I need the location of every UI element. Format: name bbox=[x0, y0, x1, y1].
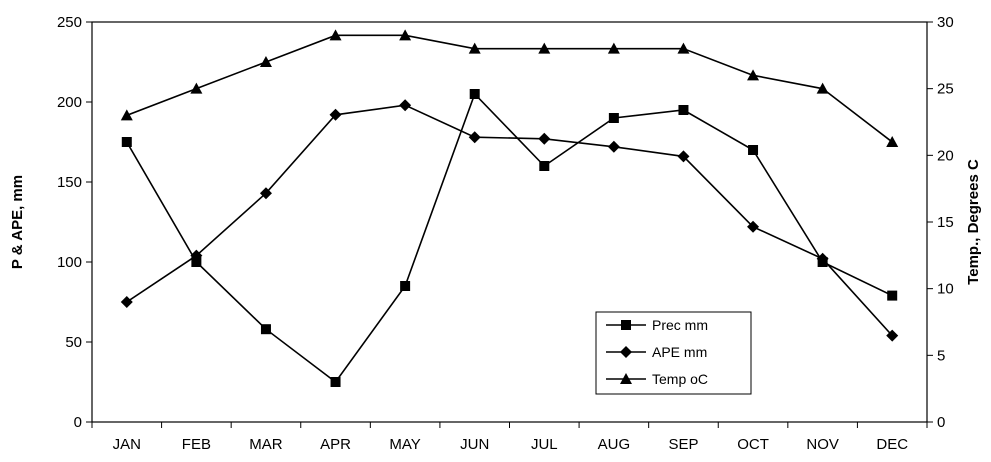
x-tick-label-sep: SEP bbox=[668, 436, 698, 453]
series-2-point-10 bbox=[816, 82, 829, 94]
y2-tick-label-5: 25 bbox=[937, 81, 954, 98]
x-tick-label-feb: FEB bbox=[182, 436, 211, 453]
marks-layer: 0 50 100 150 200 250 0 5 10 15 20 25 30 JAN FEB MAR APR M… bbox=[57, 14, 954, 453]
legend-label-2: Temp oC bbox=[652, 371, 708, 387]
y-tick-label-3: 150 bbox=[57, 174, 82, 191]
series-0-point-5 bbox=[469, 89, 480, 99]
series-1-point-8 bbox=[677, 150, 690, 163]
x-tick-label-mar: MAR bbox=[249, 436, 283, 453]
x-tick-label-jan: JAN bbox=[113, 436, 141, 453]
series-2-point-9 bbox=[747, 69, 760, 81]
series-2-point-11 bbox=[886, 136, 899, 147]
y2-tick-label-6: 30 bbox=[937, 14, 954, 31]
series-2-point-8 bbox=[677, 42, 690, 54]
y2-tick-label-0: 0 bbox=[937, 414, 945, 431]
series-0-point-11 bbox=[887, 290, 898, 301]
series-1-point-5 bbox=[468, 131, 481, 144]
plot-area-frame bbox=[91, 21, 928, 423]
series-0-point-4 bbox=[400, 281, 411, 291]
series-0-point-6 bbox=[539, 161, 550, 171]
series-line-2 bbox=[126, 34, 893, 143]
series-1-point-0 bbox=[120, 296, 133, 308]
series-line-0 bbox=[126, 92, 893, 384]
y-tick-label-4: 200 bbox=[57, 94, 82, 111]
series-1-point-3 bbox=[329, 108, 342, 121]
series-0-point-7 bbox=[608, 113, 619, 123]
y2-tick-label-1: 5 bbox=[937, 347, 945, 364]
series-0-point-0 bbox=[121, 137, 132, 147]
series-2-point-3 bbox=[329, 29, 342, 41]
series-2-point-2 bbox=[259, 56, 272, 67]
y-tick-label-1: 50 bbox=[65, 334, 82, 351]
series-1-point-6 bbox=[538, 132, 551, 145]
x-tick-label-nov: NOV bbox=[806, 436, 839, 453]
x-tick-label-dec: DEC bbox=[876, 436, 908, 453]
series-1-point-2 bbox=[259, 187, 272, 200]
series-1-point-7 bbox=[607, 140, 620, 153]
y2-axis-title: Temp., Degrees C bbox=[965, 159, 982, 285]
x-tick-label-jul: JUL bbox=[531, 436, 558, 453]
series-2-point-0 bbox=[120, 109, 133, 121]
y2-tick-label-3: 15 bbox=[937, 214, 954, 231]
series-2-point-5 bbox=[468, 42, 481, 54]
x-tick-label-jun: JUN bbox=[460, 436, 489, 453]
series-1-point-1 bbox=[190, 249, 203, 262]
series-0-point-8 bbox=[678, 105, 689, 115]
y-axis-title: P & APE, mm bbox=[9, 175, 26, 269]
series-2-point-7 bbox=[607, 42, 620, 54]
series-1-point-10 bbox=[816, 252, 829, 265]
y2-tick-label-4: 20 bbox=[937, 147, 954, 164]
x-tick-label-apr: APR bbox=[320, 436, 351, 453]
legend-label-0: Prec mm bbox=[652, 317, 708, 333]
series-1-point-9 bbox=[747, 220, 760, 233]
y-tick-label-2: 100 bbox=[57, 254, 82, 271]
y-tick-label-0: 0 bbox=[74, 414, 82, 431]
series-1-point-11 bbox=[886, 329, 899, 342]
legend-label-1: APE mm bbox=[652, 344, 707, 360]
x-tick-label-may: MAY bbox=[389, 436, 420, 453]
legend-marker-0 bbox=[621, 320, 631, 330]
x-tick-label-oct: OCT bbox=[737, 436, 769, 453]
series-0-point-3 bbox=[330, 377, 341, 387]
series-0-point-9 bbox=[748, 145, 759, 155]
y-tick-label-5: 250 bbox=[57, 14, 82, 31]
series-2-point-1 bbox=[190, 82, 203, 94]
legend-marker-1 bbox=[620, 346, 632, 358]
series-1-point-4 bbox=[399, 99, 412, 112]
series-0-point-1 bbox=[191, 257, 202, 267]
legend-marker-2 bbox=[620, 373, 632, 384]
series-0-point-2 bbox=[260, 324, 271, 335]
series-2-point-6 bbox=[538, 42, 551, 54]
y2-tick-label-2: 10 bbox=[937, 281, 954, 298]
x-tick-label-aug: AUG bbox=[598, 436, 631, 453]
series-2-point-4 bbox=[399, 29, 412, 41]
series-line-1 bbox=[126, 104, 893, 337]
